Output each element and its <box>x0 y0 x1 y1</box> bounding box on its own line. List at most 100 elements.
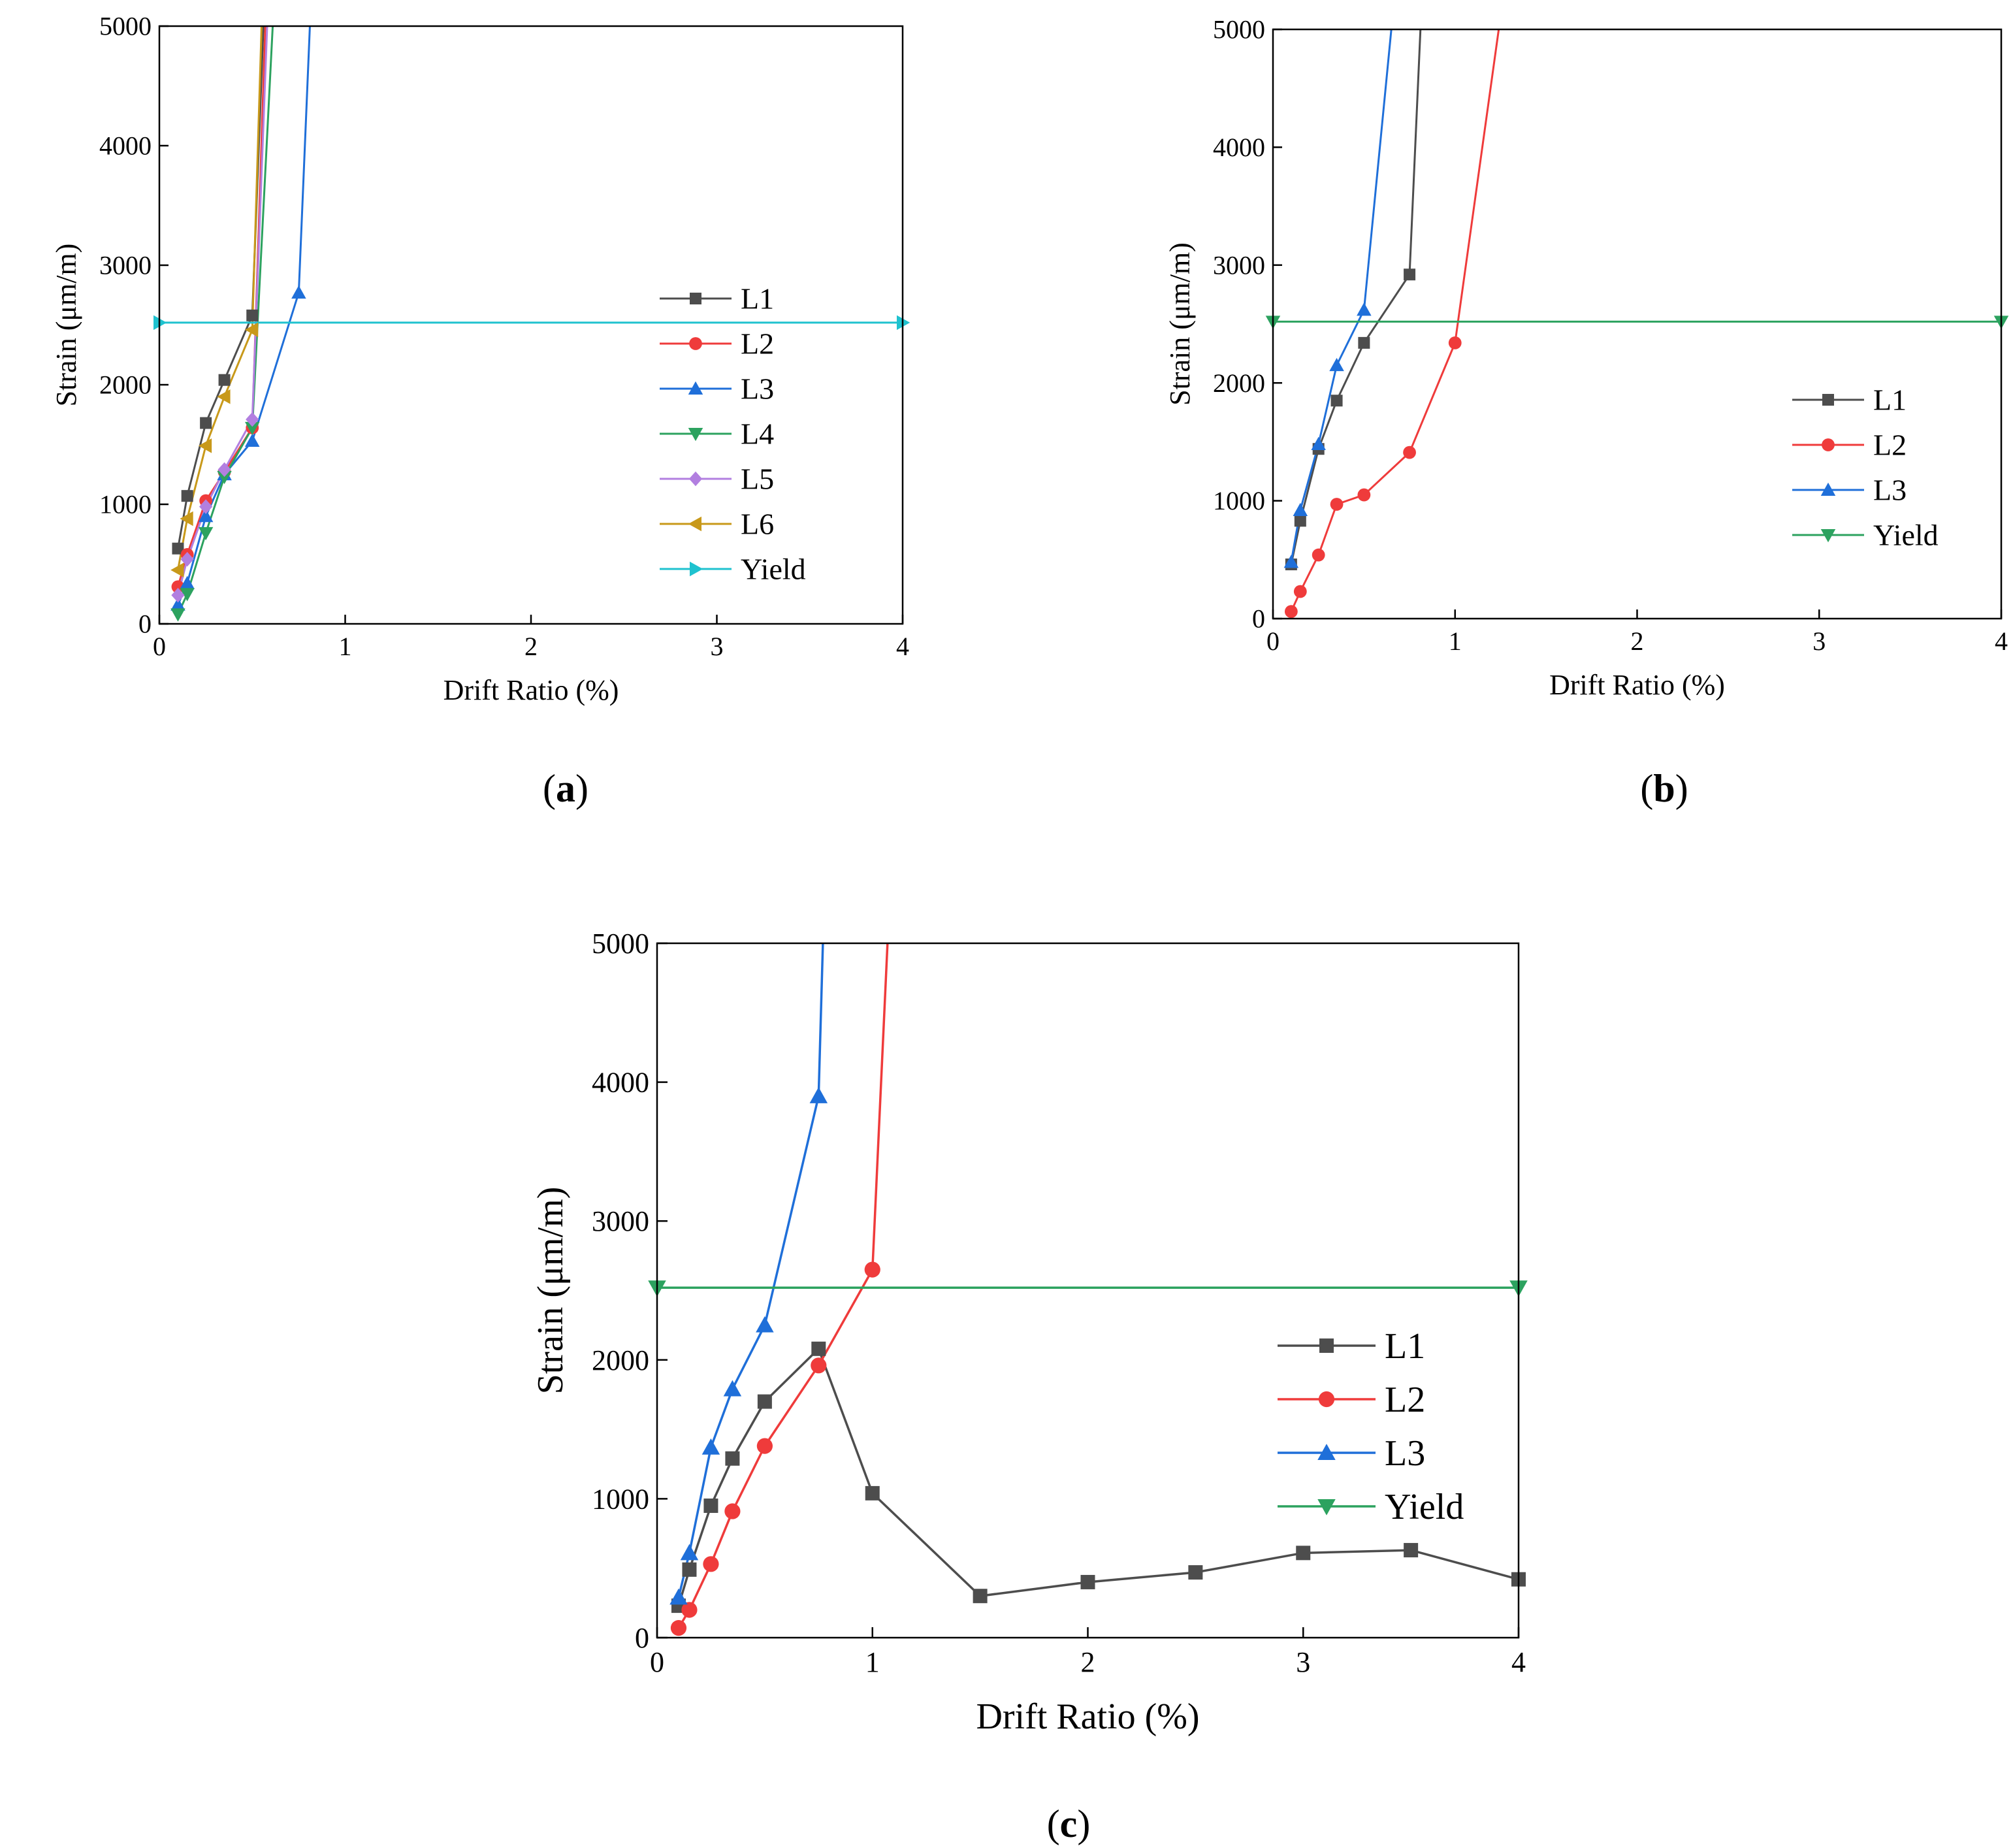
legend-label-l2: L2 <box>741 327 774 361</box>
y-axis-label: Strain (μm/m) <box>1164 242 1196 406</box>
panel-caption-close-paren: ) <box>575 767 588 810</box>
x-tick-label: 0 <box>153 632 166 661</box>
panel-caption-open-paren: ( <box>1047 1802 1060 1845</box>
data-point-l3 <box>756 1316 774 1333</box>
panel-caption: (a) <box>543 767 588 810</box>
data-point-l3 <box>245 433 260 447</box>
x-tick-label: 2 <box>524 632 538 661</box>
data-point-l4 <box>170 608 185 622</box>
legend-marker-l1 <box>1822 394 1834 406</box>
panel-caption-letter: c <box>1060 1802 1078 1845</box>
data-point-l2 <box>1357 488 1371 502</box>
data-point-l2 <box>811 1357 827 1374</box>
x-tick-label: 3 <box>1296 1646 1310 1678</box>
y-tick-label: 1000 <box>592 1483 649 1515</box>
data-point-l1 <box>865 1485 880 1500</box>
data-point-l6 <box>180 511 193 527</box>
panel-caption-open-paren: ( <box>1640 767 1653 810</box>
data-point-l1 <box>973 1589 988 1604</box>
data-point-l3 <box>1293 502 1308 517</box>
x-tick-label: 0 <box>650 1646 664 1678</box>
data-point-l1 <box>200 417 212 429</box>
data-point-l1 <box>703 1499 718 1514</box>
x-tick-label: 3 <box>711 632 724 661</box>
x-axis-label: Drift Ratio (%) <box>1549 669 1725 701</box>
data-point-l2 <box>1330 498 1344 511</box>
data-point-l3 <box>1357 302 1372 316</box>
data-point-l1 <box>1358 336 1370 349</box>
chart-panel-a: 0 1 2 3 4 0 1000 2000 3000 4000 5000 Drift Ratio (%… <box>50 12 910 810</box>
series-line-l2 <box>1290 29 1500 612</box>
data-point-l1 <box>218 374 231 386</box>
x-tick-label: 4 <box>1511 1646 1526 1678</box>
data-point-l1 <box>1080 1574 1095 1589</box>
data-point-l4 <box>245 421 260 436</box>
data-point-l1 <box>1294 515 1306 527</box>
legend-label-l2: L2 <box>1385 1380 1425 1420</box>
legend-label-yield: Yield <box>1385 1487 1464 1527</box>
series-line-l5 <box>176 26 268 596</box>
y-tick-label: 1000 <box>1213 486 1265 515</box>
legend-marker-l3 <box>688 381 703 395</box>
legend-label-l3: L3 <box>1873 474 1907 507</box>
chart-panel-b: 0 1 2 3 4 0 1000 2000 3000 4000 5000 Drift Ratio (%… <box>1164 15 2009 810</box>
data-point-l3 <box>1283 555 1299 568</box>
data-point-l2 <box>1284 605 1298 619</box>
y-tick-label: 2000 <box>99 370 152 400</box>
data-point-l3 <box>1329 357 1344 372</box>
data-point-l6 <box>170 562 184 577</box>
data-point-l4 <box>217 470 232 485</box>
data-point-l2 <box>670 1620 687 1636</box>
y-tick-label: 5000 <box>99 12 152 41</box>
y-tick-label: 5000 <box>592 928 649 960</box>
legend-label-yield: Yield <box>741 553 806 586</box>
legend-label-l3: L3 <box>1385 1433 1425 1474</box>
data-point-l5 <box>199 499 213 514</box>
x-tick-label: 2 <box>1631 626 1644 656</box>
data-point-l2 <box>864 1261 880 1278</box>
legend: L1 L2 L3 L4 L5 L6 Yield <box>660 282 806 586</box>
y-tick-label: 2000 <box>1213 368 1265 398</box>
data-point-l1 <box>181 490 193 502</box>
data-point-l3 <box>723 1380 742 1397</box>
data-point-l1 <box>725 1451 740 1466</box>
legend-marker-l6 <box>688 516 701 532</box>
panel-caption-open-paren: ( <box>543 767 556 810</box>
legend-marker-l1 <box>1319 1338 1334 1353</box>
legend-marker-yield <box>1317 1499 1336 1516</box>
data-point-l1 <box>1296 1546 1311 1561</box>
legend-marker-l2 <box>1318 1391 1335 1408</box>
legend-label-l1: L1 <box>1385 1326 1425 1367</box>
legend-label-l1: L1 <box>741 282 774 316</box>
y-tick-label: 0 <box>138 609 152 639</box>
data-point-l1 <box>1404 1543 1419 1558</box>
legend: L1 L2 L3 Yield <box>1278 1326 1464 1527</box>
y-tick-label: 5000 <box>1213 15 1265 44</box>
data-point-l3 <box>1311 436 1326 451</box>
data-point-l2 <box>1448 336 1462 349</box>
y-tick-label: 3000 <box>99 251 152 280</box>
x-axis-label: Drift Ratio (%) <box>443 674 619 706</box>
data-point-l1 <box>1330 395 1343 407</box>
x-tick-label: 0 <box>1266 626 1280 656</box>
y-tick-label: 4000 <box>99 131 152 161</box>
legend-marker-yield <box>1820 529 1836 543</box>
data-point-l2 <box>1312 548 1325 562</box>
x-tick-label: 4 <box>1995 626 2008 656</box>
x-tick-label: 1 <box>339 632 352 661</box>
legend-label-l5: L5 <box>741 462 774 496</box>
y-tick-label: 4000 <box>1213 133 1265 162</box>
legend-marker-l3 <box>1317 1444 1336 1460</box>
data-point-l3 <box>180 575 195 589</box>
x-tick-label: 4 <box>896 632 909 661</box>
data-point-l3 <box>170 597 185 611</box>
series-line-l6 <box>176 26 263 570</box>
data-point-l1 <box>811 1341 826 1356</box>
legend-label-l1: L1 <box>1873 383 1907 417</box>
panel-caption: (c) <box>1047 1802 1091 1845</box>
legend-marker-l2 <box>1822 438 1835 451</box>
legend-label-l4: L4 <box>741 417 774 451</box>
data-point-l3 <box>291 285 306 299</box>
data-point-l1 <box>1404 268 1416 281</box>
panel-caption-letter: b <box>1653 767 1675 810</box>
